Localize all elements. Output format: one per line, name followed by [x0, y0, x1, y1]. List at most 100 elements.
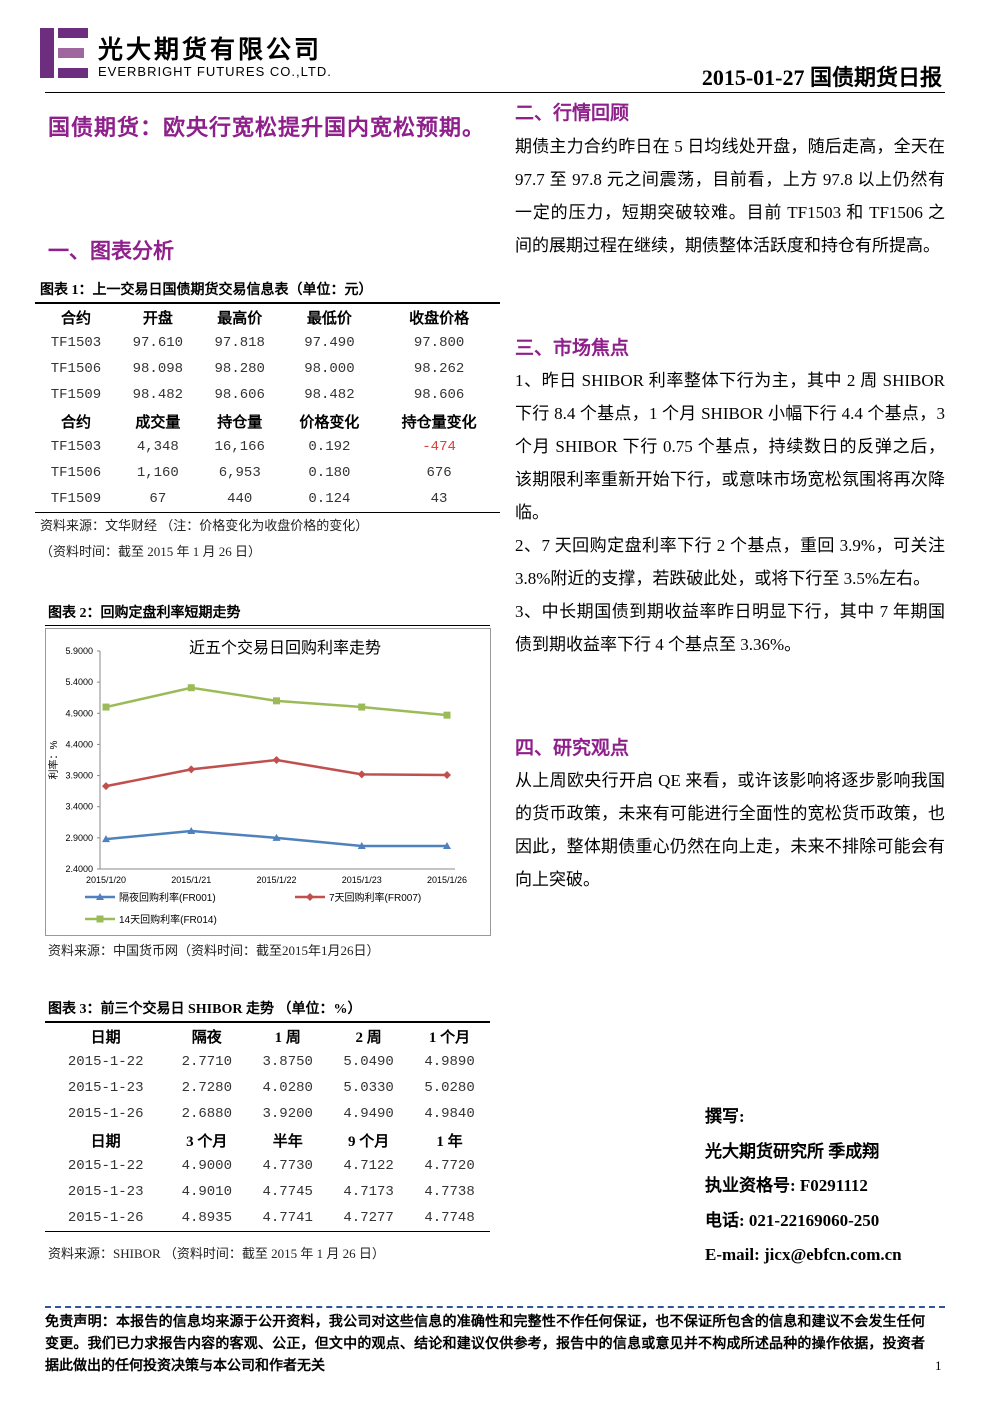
author-email: E-mail: jicx@ebfcn.com.cn	[705, 1245, 902, 1264]
table-cell: 67	[149, 491, 167, 507]
author-block: 撰写: 光大期货研究所 季成翔 执业资格号: F0291112 电话: 021-…	[705, 1100, 902, 1273]
marker	[187, 827, 196, 835]
table-cell: 5.0330	[343, 1080, 394, 1096]
table-cell: 隔夜	[191, 1029, 222, 1046]
table-cell: 98.098	[132, 361, 184, 377]
rule	[45, 625, 490, 626]
x-tick-label: 2015/1/23	[342, 875, 382, 885]
table-row: TF1509 67 440 0.124 43	[35, 486, 500, 513]
table-cell: 2 周	[355, 1029, 382, 1046]
table-cell: 4.9490	[343, 1106, 394, 1122]
table-cell: 4.7745	[262, 1184, 313, 1200]
table-cell: 2015-1-23	[67, 1080, 144, 1096]
paragraph: 2、7 天回购定盘利率下行 2 个基点，重回 3.9%，可关注 3.8%附近的支…	[515, 536, 945, 588]
item-list: 1、昨日 SHIBOR 利率整体下行为主，其中 2 周 SHIBOR 下行 8.…	[515, 364, 945, 661]
table-row: TF1506 98.098 98.280 98.000 98.262	[35, 356, 500, 382]
table-cell: 0.124	[308, 491, 351, 507]
table-cell: 4.7730	[262, 1158, 313, 1174]
logo	[40, 28, 88, 78]
table-row: 2015-1-26 2.6880 3.9200 4.9490 4.9840	[45, 1101, 490, 1127]
source: 资料来源：中国货币网（资料时间：截至2015年1月26日）	[48, 943, 380, 958]
paragraph: 3、中长期国债到期收益率昨日明显下行，其中 7 年期国债到期收益率下行 4 个基…	[515, 602, 945, 654]
table-row: TF1503 4,348 16,166 0.192 -474	[35, 434, 500, 460]
section-title: 三、市场焦点	[515, 338, 630, 359]
table-cell: 日期	[90, 1029, 121, 1046]
table-row: 2015-1-22 4.9000 4.7730 4.7122 4.7720	[45, 1153, 490, 1179]
paragraph: 从上周欧央行开启 QE 来看，或许该影响将逐步影响我国的货币政策，未来有可能进行…	[515, 771, 945, 889]
table-cell: 1 个月	[428, 1029, 471, 1046]
table-cell: 98.280	[214, 361, 265, 377]
table-cell: 9 个月	[347, 1133, 390, 1150]
headline: 国债期货：欧央行宽松提升国内宽松预期。	[48, 115, 486, 140]
author-phone: 电话: 021-22169060-250	[705, 1210, 880, 1230]
table-cell: 98.606	[413, 387, 465, 403]
author-label: 撰写:	[705, 1107, 745, 1126]
source: 资料来源：文华财经 （注：价格变化为收盘价格的变化）	[40, 518, 369, 533]
source: 资料来源：SHIBOR （资料时间：截至 2015 年 1 月 26 日）	[48, 1246, 385, 1261]
y-tick-label: 3.9000	[65, 771, 93, 781]
table-row: TF1506 1,160 6,953 0.180 676	[35, 460, 500, 486]
table-cell: 半年	[272, 1133, 303, 1150]
x-tick-label: 2015/1/26	[427, 875, 467, 885]
table-cell: 98.606	[214, 387, 265, 403]
table-cell: 4.9890	[424, 1054, 475, 1070]
table-cell: 0.180	[308, 465, 351, 481]
marker	[102, 703, 110, 711]
table-cell: 676	[426, 465, 452, 481]
table-cell: TF1506	[50, 465, 102, 481]
table-cell: 持仓量变化	[401, 414, 477, 431]
table-cell: 2015-1-22	[67, 1158, 144, 1174]
table-cell: 持仓量	[217, 414, 263, 431]
table-cell: 1,160	[136, 465, 179, 481]
chart-frame	[45, 628, 491, 936]
author-name: 光大期货研究所 季成翔	[705, 1141, 880, 1161]
marker	[96, 915, 104, 923]
table-cell: 4.7748	[424, 1210, 475, 1226]
marker	[357, 770, 366, 779]
marker	[272, 756, 281, 764]
table-cell: 合约	[60, 310, 91, 327]
disclaimer: 免责声明：本报告的信息均来源于公开资料，我公司对这些信息的准确性和完整性不作任何…	[45, 1315, 925, 1374]
table-cell: 3.8750	[262, 1054, 313, 1070]
section-title: 一、图表分析	[48, 239, 174, 263]
x-tick-label: 2015/1/21	[171, 875, 211, 885]
chart-title: 近五个交易日回购利率走势	[189, 639, 381, 657]
legend-label: 隔夜回购利率(FR001)	[119, 891, 216, 904]
y-tick-label: 2.9000	[65, 833, 93, 843]
marker	[443, 770, 451, 779]
table-cell: 2015-1-22	[67, 1054, 144, 1070]
chart-caption: 图表 2：回购定盘利率短期走势	[48, 606, 241, 621]
table-cell: 价格变化	[299, 414, 360, 431]
table-cell: 2015-1-26	[67, 1210, 144, 1226]
report-title: 2015-01-27 国债期货日报	[701, 65, 942, 90]
table-cell: 4,348	[136, 439, 179, 455]
table-cell: 4.8935	[181, 1210, 232, 1226]
table-cell: -474	[422, 439, 456, 455]
header-row: 日期 3 个月 半年 9 个月 1 年	[45, 1127, 490, 1153]
table-cell: 2015-1-26	[67, 1106, 144, 1122]
table-cell: 合约	[60, 414, 91, 431]
header-row: 合约 成交量 持仓量 价格变化 持仓量变化	[35, 408, 500, 434]
marker	[306, 893, 314, 901]
table-cell: 4.9010	[181, 1184, 232, 1200]
table-row: 2015-1-26 4.8935 4.7741 4.7277 4.7748	[45, 1205, 490, 1232]
y-tick-label: 4.4000	[65, 739, 93, 749]
table-cell: 2015-1-23	[67, 1184, 144, 1200]
x-tick-label: 2015/1/22	[256, 875, 296, 885]
table-cell: 2.7280	[181, 1080, 232, 1096]
table-cell: 98.482	[304, 387, 355, 403]
table-cell: 4.7720	[424, 1158, 475, 1174]
footer-rule	[45, 1306, 945, 1308]
y-tick-label: 5.9000	[65, 646, 93, 656]
table-cell: 97.610	[132, 335, 184, 351]
marker	[187, 684, 195, 692]
table-caption: 图表 3：前三个交易日 SHIBOR 走势 （单位：%）	[48, 1002, 362, 1017]
company-en: EVERBRIGHT FUTURES CO.,LTD.	[98, 64, 332, 79]
header-row: 日期 隔夜 1 周 2 周 1 个月	[45, 1022, 490, 1049]
source: （资料时间：截至 2015 年 1 月 26 日）	[40, 544, 262, 559]
table-row: 2015-1-23 2.7280 4.0280 5.0330 5.0280	[45, 1075, 490, 1101]
table-cell: 2.7710	[181, 1054, 232, 1070]
marker	[187, 765, 196, 774]
